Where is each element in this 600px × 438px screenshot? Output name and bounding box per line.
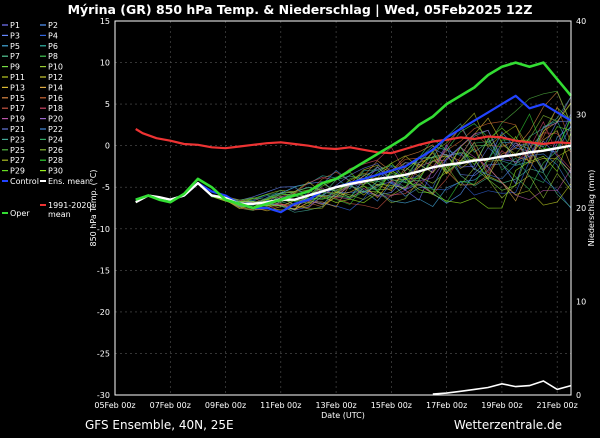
legend-label: P27 [10,156,25,165]
legend-label: P12 [48,73,63,82]
legend-label: P15 [10,94,25,103]
legend-label-oper: Oper [10,209,30,218]
y-tick-label-right: 0 [576,391,581,400]
legend-label: P2 [48,21,58,30]
series-lines [135,61,572,214]
legend-label-climate-mean: 1991-2020 [48,201,92,210]
legend-label-ens-mean: Ens. mean [48,177,90,186]
y-axis-label-right: Niederschlag (mm) [587,170,596,247]
y-tick-label-right: 10 [576,298,586,307]
legend-label: P16 [48,94,63,103]
legend-label-climate-mean-2: mean [48,210,71,219]
legend-label: P3 [10,31,20,40]
footer-site: Wetterzentrale.de [454,418,562,432]
legend-label: P10 [48,63,63,72]
legend-label: P30 [48,167,63,176]
y-tick-label-left: -5 [102,183,110,192]
x-tick-label: 05Feb 00z [94,401,135,410]
plot-frame [114,20,572,396]
legend-label-control: Control [10,177,39,186]
legend-label: P14 [48,83,63,92]
x-tick-label: 13Feb 00z [315,401,356,410]
y-tick-label-left: 0 [105,142,110,151]
legend-label: P13 [10,83,25,92]
x-tick-label: 09Feb 00z [205,401,246,410]
legend-label: P23 [10,135,25,144]
legend-label: P6 [48,42,58,51]
precipitation-lines [432,380,572,395]
member-line [135,120,572,203]
y-tick-label-left: -15 [97,266,110,275]
legend-label: P18 [48,104,63,113]
x-tick-label: 15Feb 00z [371,401,412,410]
y-tick-label-left: -30 [97,391,110,400]
y-tick-label-right: 20 [576,204,586,213]
legend-label: P4 [48,31,58,40]
legend-label: P9 [10,63,20,72]
legend-label: P21 [10,125,25,134]
y-tick-label-left: -20 [97,308,110,317]
legend-label: P29 [10,167,25,176]
y-tick-label-right: 40 [576,17,586,26]
x-tick-label: 11Feb 00z [260,401,301,410]
y-tick-label-left: 5 [105,100,110,109]
series-line [135,61,572,210]
x-tick-label: 19Feb 00z [481,401,522,410]
precip-mean-line [432,380,572,395]
y-tick-label-left: -10 [97,225,110,234]
x-axis-label: Date (UTC) [321,411,365,420]
x-tick-label: 21Feb 00z [537,401,578,410]
y-tick-label-left: 15 [100,17,110,26]
legend-label: P19 [10,115,25,124]
legend-label: P17 [10,104,25,113]
legend-label: P20 [48,115,63,124]
ensemble-spread [135,90,572,213]
legend-label: P1 [10,21,20,30]
legend-label: P25 [10,146,25,155]
legend-label: P22 [48,125,63,134]
y-tick-label-right: 30 [576,111,586,120]
y-tick-label-left: 10 [100,59,110,68]
y-axis-label-left: 850 hPa Temp. (°C) [89,169,98,246]
member-line [135,141,572,207]
legend-label: P26 [48,146,63,155]
chart-title: Mýrina (GR) 850 hPa Temp. & Niederschlag… [68,2,533,17]
legend-label: P11 [10,73,25,82]
legend-label: P28 [48,156,63,165]
legend-label: P5 [10,42,20,51]
x-tick-label: 07Feb 00z [150,401,191,410]
x-tick-label: 17Feb 00z [426,401,467,410]
y-tick-label-left: -25 [97,349,110,358]
legend-label: P8 [48,52,58,61]
series-line [135,144,572,206]
legend-label: P7 [10,52,20,61]
legend-label: P24 [48,135,63,144]
axis-ticks: -30 -25 -20 -15 -10 -5 0 5 10 15 0 10 20 30 40 05Feb 00… [94,17,586,410]
footer-model-info: GFS Ensemble, 40N, 25E [85,418,234,432]
series-line [135,128,572,155]
